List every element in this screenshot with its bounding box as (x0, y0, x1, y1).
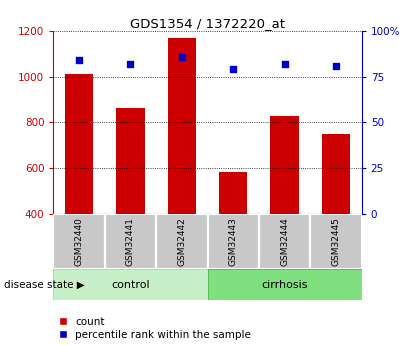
Point (333, 63, 339, 69)
Text: GSM32445: GSM32445 (332, 217, 340, 266)
Bar (310, 214, 362, 269)
Title: GDS1354 / 1372220_at: GDS1354 / 1372220_at (130, 17, 285, 30)
Text: disease state ▶: disease state ▶ (4, 280, 85, 289)
Point (127, 61, 134, 67)
Point (281, 61, 288, 67)
Bar (156, 214, 208, 269)
Bar (208, 214, 259, 269)
Bar (270, 116, 299, 214)
Bar (105, 214, 156, 269)
Legend: count, percentile rank within the sample: count, percentile rank within the sample (59, 317, 251, 340)
Text: control: control (111, 280, 150, 289)
Bar (53, 269, 208, 300)
Bar (116, 108, 145, 214)
Point (230, 67, 237, 72)
Point (178, 54, 185, 59)
Text: GSM32441: GSM32441 (126, 217, 135, 266)
Text: GSM32442: GSM32442 (178, 217, 186, 266)
Text: cirrhosis: cirrhosis (261, 280, 308, 289)
Bar (259, 214, 310, 269)
Point (76, 58, 82, 63)
Bar (53, 214, 105, 269)
Bar (168, 38, 196, 214)
Text: GSM32444: GSM32444 (280, 217, 289, 266)
Text: GSM32440: GSM32440 (75, 217, 83, 266)
Text: GSM32443: GSM32443 (229, 217, 238, 266)
Bar (208, 269, 362, 300)
Bar (219, 171, 247, 214)
Bar (322, 134, 350, 214)
Bar (65, 75, 93, 214)
